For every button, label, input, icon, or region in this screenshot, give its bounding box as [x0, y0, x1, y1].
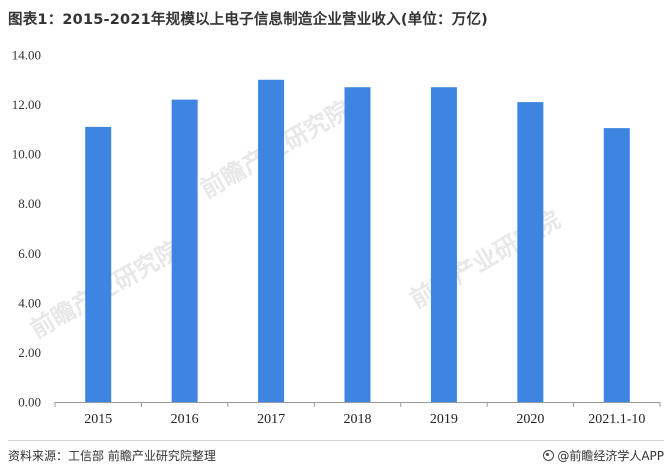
- y-tick-label: 8.00: [18, 196, 41, 211]
- footer: 资料来源：工信部 前瞻产业研究院整理 @前瞻经济学人APP: [0, 440, 672, 475]
- x-tick-label: 2021.1-10: [588, 412, 645, 427]
- y-tick-label: 0.00: [18, 395, 41, 410]
- x-tick-label: 2019: [430, 412, 458, 427]
- source-note: 资料来源：工信部 前瞻产业研究院整理: [8, 449, 216, 463]
- footer-divider: [8, 440, 664, 441]
- y-tick-label: 14.00: [12, 48, 41, 63]
- x-tick-label: 2017: [257, 412, 285, 427]
- y-axis: 0.00 2.00 4.00 6.00 8.00 10.00 12.00 14.00: [12, 48, 41, 410]
- x-tick-label: 2018: [344, 412, 372, 427]
- x-tick-label: 2016: [171, 412, 199, 427]
- x-tick-label: 2015: [84, 412, 112, 427]
- bar-2016: [171, 99, 198, 402]
- bar-2019: [430, 87, 457, 402]
- x-axis: 2015 2016 2017 2018 2019 2020 2021.1-10: [54, 402, 661, 427]
- bar-2015: [85, 126, 112, 402]
- brand-label: @前瞻经济学人APP: [557, 449, 664, 463]
- bar-2021.1-10: [603, 128, 630, 402]
- y-tick-label: 12.00: [12, 97, 41, 112]
- chart-title: 图表1：2015-2021年规模以上电子信息制造企业营业收入(单位：万亿): [8, 12, 488, 28]
- bar-2020: [517, 102, 544, 402]
- bar-2017: [258, 79, 285, 403]
- bar-chart: 0.00 2.00 4.00 6.00 8.00 10.00 12.00 14.00 2015…: [12, 48, 661, 427]
- y-tick-label: 2.00: [18, 345, 41, 360]
- bar-2018: [344, 87, 371, 402]
- brand: @前瞻经济学人APP: [543, 447, 664, 464]
- y-tick-label: 4.00: [18, 295, 41, 310]
- bars: [85, 79, 630, 403]
- x-tick-label: 2020: [516, 412, 544, 427]
- y-tick-label: 10.00: [12, 147, 41, 162]
- qianzhan-logo-icon: [543, 450, 555, 461]
- y-tick-label: 6.00: [18, 246, 41, 261]
